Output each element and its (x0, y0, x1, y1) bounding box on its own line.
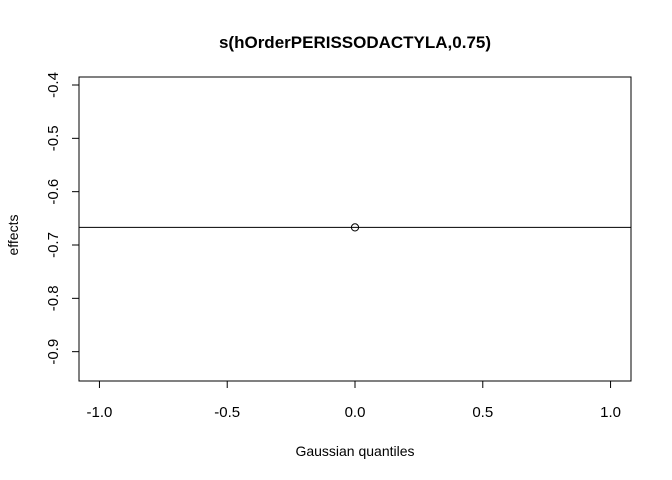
x-tick-label: 0.0 (345, 404, 366, 421)
x-tick-label: -0.5 (214, 404, 240, 421)
chart-marks (79, 223, 631, 232)
data-point (350, 223, 360, 232)
plot-frame (78, 76, 632, 382)
y-tick-label: -0.9 (45, 339, 62, 365)
x-tick-label: -1.0 (87, 404, 113, 421)
y-tick-label: -0.5 (45, 125, 62, 151)
x-tick-label: 1.0 (600, 404, 621, 421)
x-tick-label: 0.5 (472, 404, 493, 421)
y-axis: -0.9 -0.8 -0.7 -0.6 -0.5 -0.4 (45, 72, 80, 365)
y-axis-label: effects (5, 215, 21, 256)
y-tick-label: -0.4 (45, 72, 62, 98)
x-axis: -1.0 -0.5 0.0 0.5 1.0 (87, 380, 621, 421)
y-tick-label: -0.8 (45, 285, 62, 311)
x-axis-label: Gaussian quantiles (295, 443, 414, 459)
y-tick-label: -0.7 (45, 232, 62, 258)
chart-title: s(hOrderPERISSODACTYLA,0.75) (219, 33, 491, 52)
y-tick-label: -0.6 (45, 179, 62, 205)
